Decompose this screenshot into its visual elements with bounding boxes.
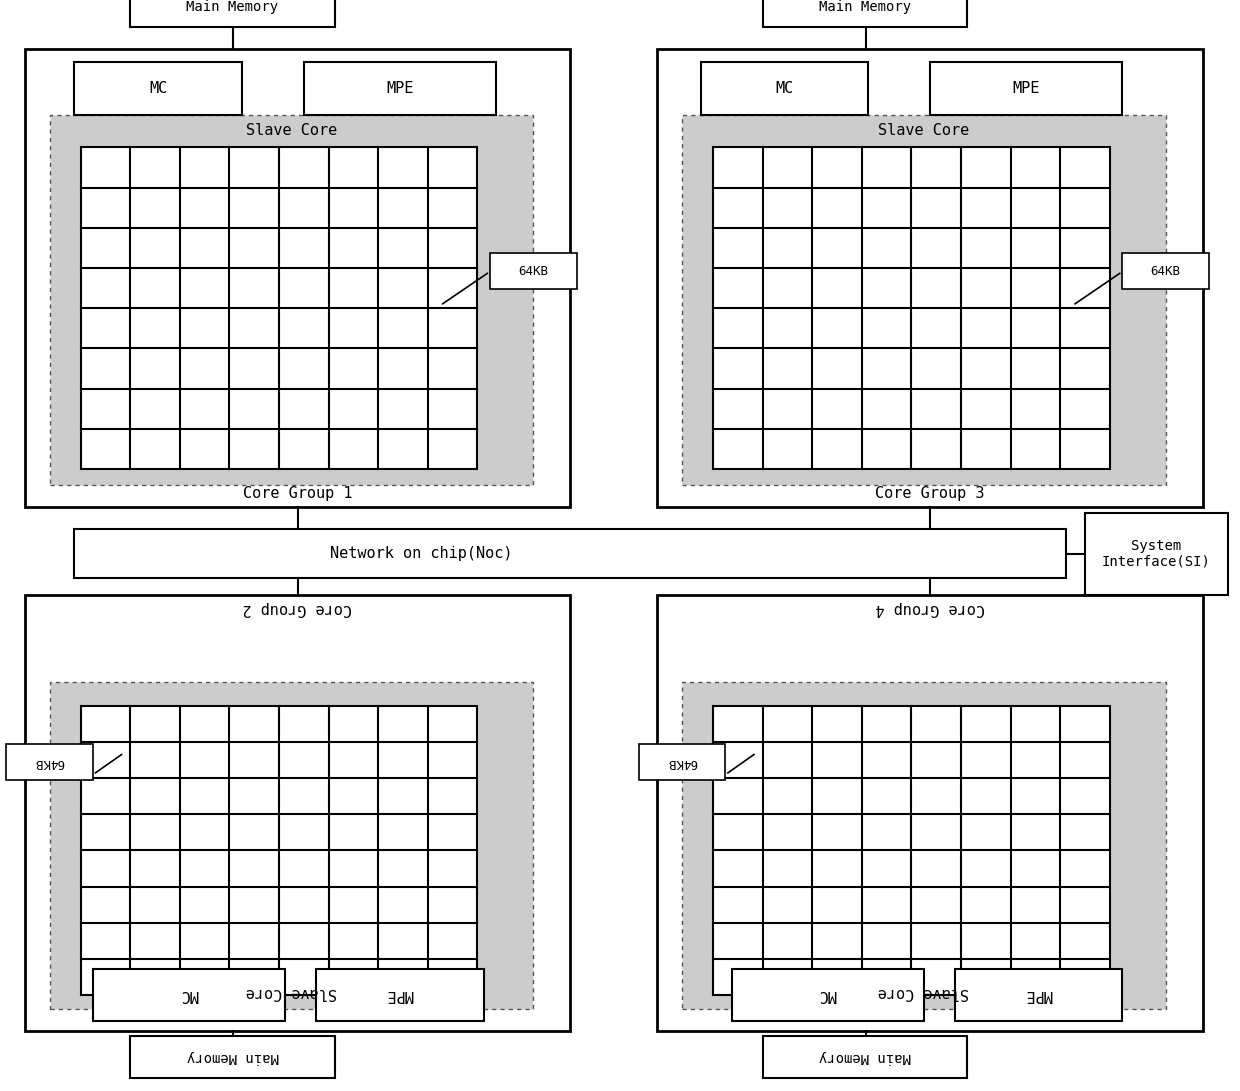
- Text: Core Group 2: Core Group 2: [243, 601, 352, 616]
- Bar: [682, 115, 1166, 485]
- Text: System
Interface(SI): System Interface(SI): [1102, 539, 1210, 568]
- Bar: [74, 62, 242, 115]
- Bar: [304, 62, 496, 115]
- Text: Slave Core: Slave Core: [246, 985, 337, 1000]
- Text: 64KB: 64KB: [518, 265, 548, 277]
- Bar: [50, 115, 533, 485]
- Text: MC: MC: [818, 987, 837, 1003]
- Bar: [639, 744, 725, 780]
- Bar: [81, 706, 477, 995]
- Text: MC: MC: [775, 81, 794, 96]
- Bar: [6, 744, 93, 780]
- Text: Main Memory: Main Memory: [186, 0, 279, 13]
- Bar: [93, 969, 285, 1021]
- Bar: [713, 706, 1110, 995]
- Bar: [713, 147, 1110, 469]
- Bar: [701, 62, 868, 115]
- Text: MPE: MPE: [386, 987, 414, 1003]
- Bar: [316, 969, 484, 1021]
- Bar: [130, 0, 335, 27]
- Text: Main Memory: Main Memory: [818, 1051, 911, 1064]
- Text: Slave Core: Slave Core: [878, 985, 970, 1000]
- Text: 64KB: 64KB: [35, 756, 64, 768]
- Bar: [50, 682, 533, 1009]
- Bar: [732, 969, 924, 1021]
- Text: Main Memory: Main Memory: [818, 0, 911, 13]
- Text: 64KB: 64KB: [667, 756, 697, 768]
- Text: Slave Core: Slave Core: [878, 123, 970, 139]
- Text: MPE: MPE: [386, 81, 414, 96]
- Bar: [955, 969, 1122, 1021]
- Bar: [657, 595, 1203, 1031]
- Text: MPE: MPE: [1012, 81, 1040, 96]
- Bar: [490, 253, 577, 289]
- Text: Slave Core: Slave Core: [246, 123, 337, 139]
- Bar: [763, 1036, 967, 1078]
- Text: Core Group 4: Core Group 4: [875, 601, 985, 616]
- Text: Core Group 1: Core Group 1: [243, 485, 352, 501]
- Text: Core Group 3: Core Group 3: [875, 485, 985, 501]
- Bar: [682, 682, 1166, 1009]
- Text: MC: MC: [149, 81, 167, 96]
- Bar: [657, 49, 1203, 507]
- Bar: [74, 529, 1066, 578]
- Text: MPE: MPE: [1024, 987, 1053, 1003]
- Bar: [1085, 513, 1228, 595]
- Bar: [763, 0, 967, 27]
- Bar: [25, 49, 570, 507]
- Bar: [25, 595, 570, 1031]
- Text: Network on chip(Noc): Network on chip(Noc): [330, 547, 513, 561]
- Text: 64KB: 64KB: [1151, 265, 1180, 277]
- Text: Main Memory: Main Memory: [186, 1051, 279, 1064]
- Bar: [130, 1036, 335, 1078]
- Text: MC: MC: [180, 987, 198, 1003]
- Bar: [930, 62, 1122, 115]
- Bar: [81, 147, 477, 469]
- Bar: [1122, 253, 1209, 289]
